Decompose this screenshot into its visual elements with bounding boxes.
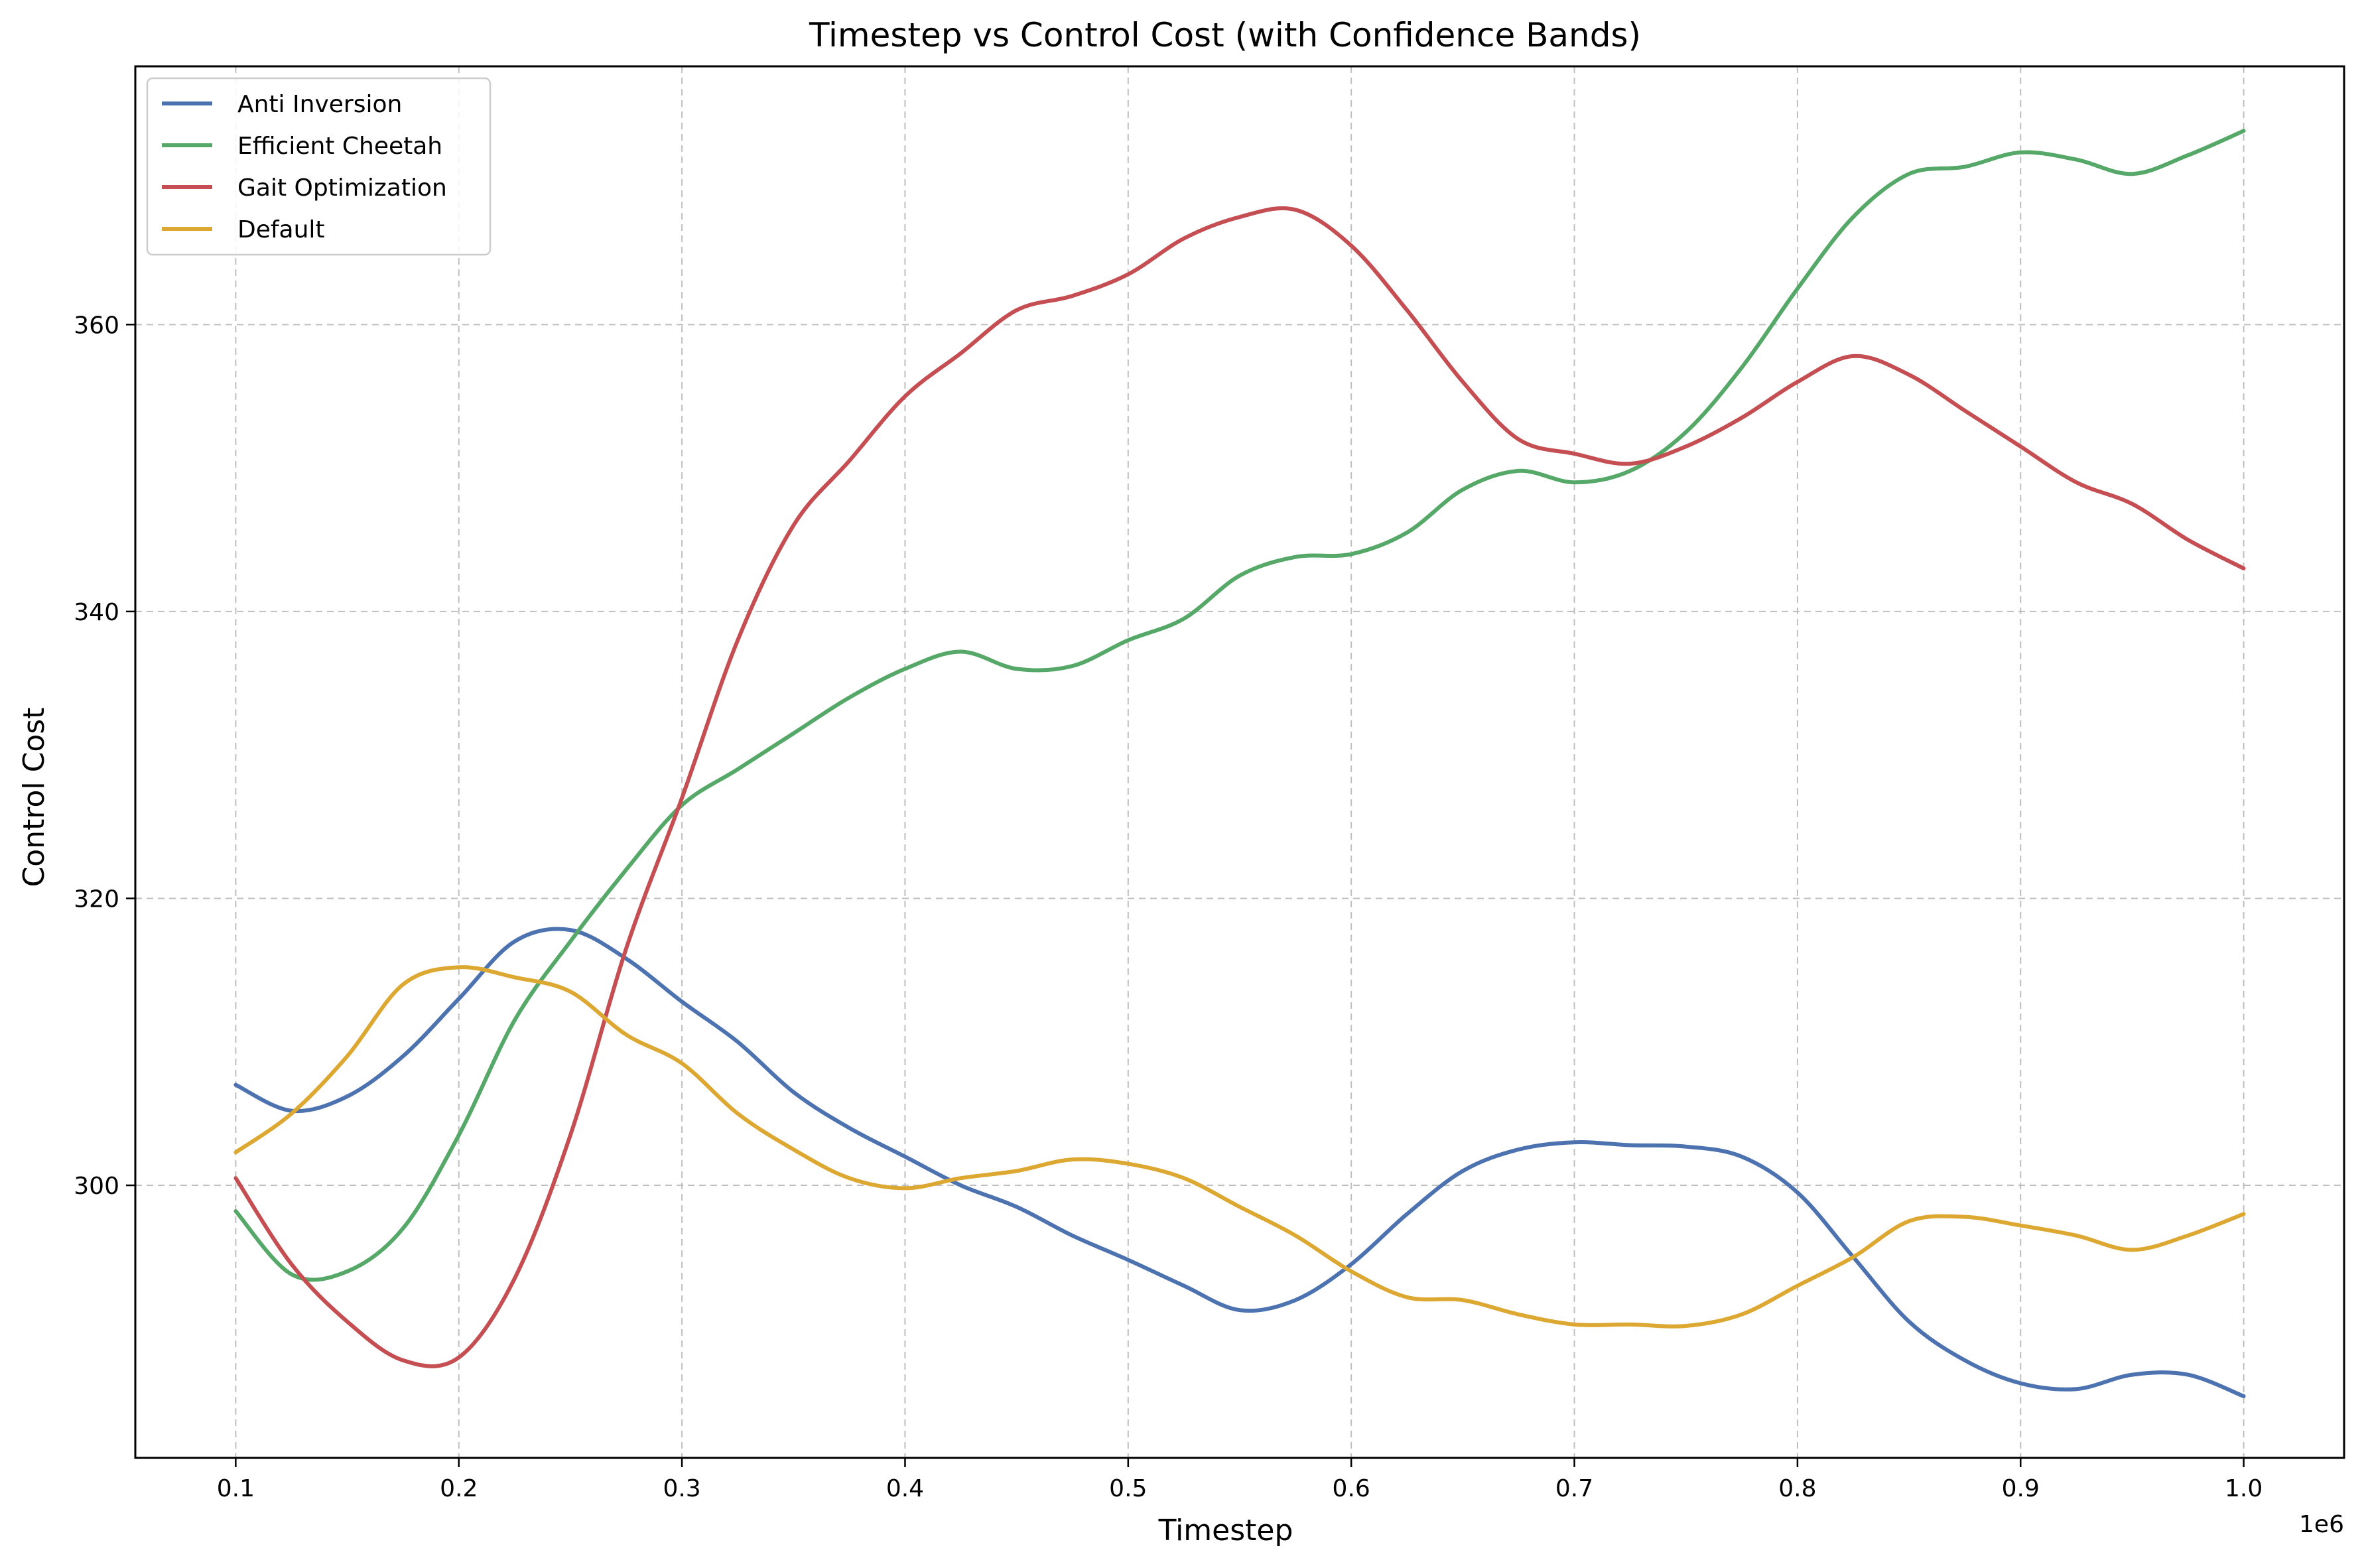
plot-frame	[134, 65, 2345, 1459]
legend: Anti Inversion Efficient Cheetah Gait Opti…	[146, 77, 492, 256]
series-line-anti-inversion	[233, 927, 2246, 1398]
x-tick-label: 0.9	[2002, 1475, 2040, 1502]
chart-title: Timestep vs Control Cost (with Confidenc…	[809, 16, 1641, 54]
x-tick-label: 0.6	[1333, 1475, 1370, 1502]
legend-label-default: Default	[237, 216, 325, 243]
y-tick-label: 360	[74, 312, 119, 339]
x-tick-label: 1.0	[2225, 1475, 2263, 1502]
y-axis-ticks: 300 320 340 360	[74, 312, 135, 1200]
y-tick-label: 340	[74, 599, 119, 626]
legend-label-gait-optimization: Gait Optimization	[237, 174, 447, 202]
x-tick-label: 0.1	[217, 1475, 255, 1502]
x-tick-label: 0.7	[1555, 1475, 1593, 1502]
series-line-efficient-cheetah	[233, 129, 2246, 1282]
y-tick-label: 320	[74, 885, 119, 913]
x-tick-label: 0.8	[1778, 1475, 1816, 1502]
y-tick-label: 300	[74, 1173, 119, 1200]
legend-label-efficient-cheetah: Efficient Cheetah	[237, 133, 442, 160]
grid-lines	[135, 66, 2344, 1458]
x-tick-label: 0.4	[886, 1475, 924, 1502]
series-line-default	[233, 965, 2246, 1329]
x-axis-label: Timestep	[1158, 1514, 1293, 1547]
x-tick-label: 0.2	[440, 1475, 478, 1502]
x-tick-label: 0.5	[1109, 1475, 1147, 1502]
x-tick-label: 0.3	[663, 1475, 700, 1502]
series-lines	[233, 129, 2246, 1398]
x-axis-multiplier: 1e6	[2299, 1511, 2344, 1538]
y-axis-label: Control Cost	[17, 708, 51, 887]
legend-label-anti-inversion: Anti Inversion	[237, 91, 402, 118]
series-line-gait-optimization	[233, 206, 2246, 1368]
legend-box	[146, 77, 492, 256]
x-axis-ticks: 0.1 0.2 0.3 0.4 0.5 0.6 0.7 0.8 0.9 1.0	[217, 1458, 2263, 1502]
